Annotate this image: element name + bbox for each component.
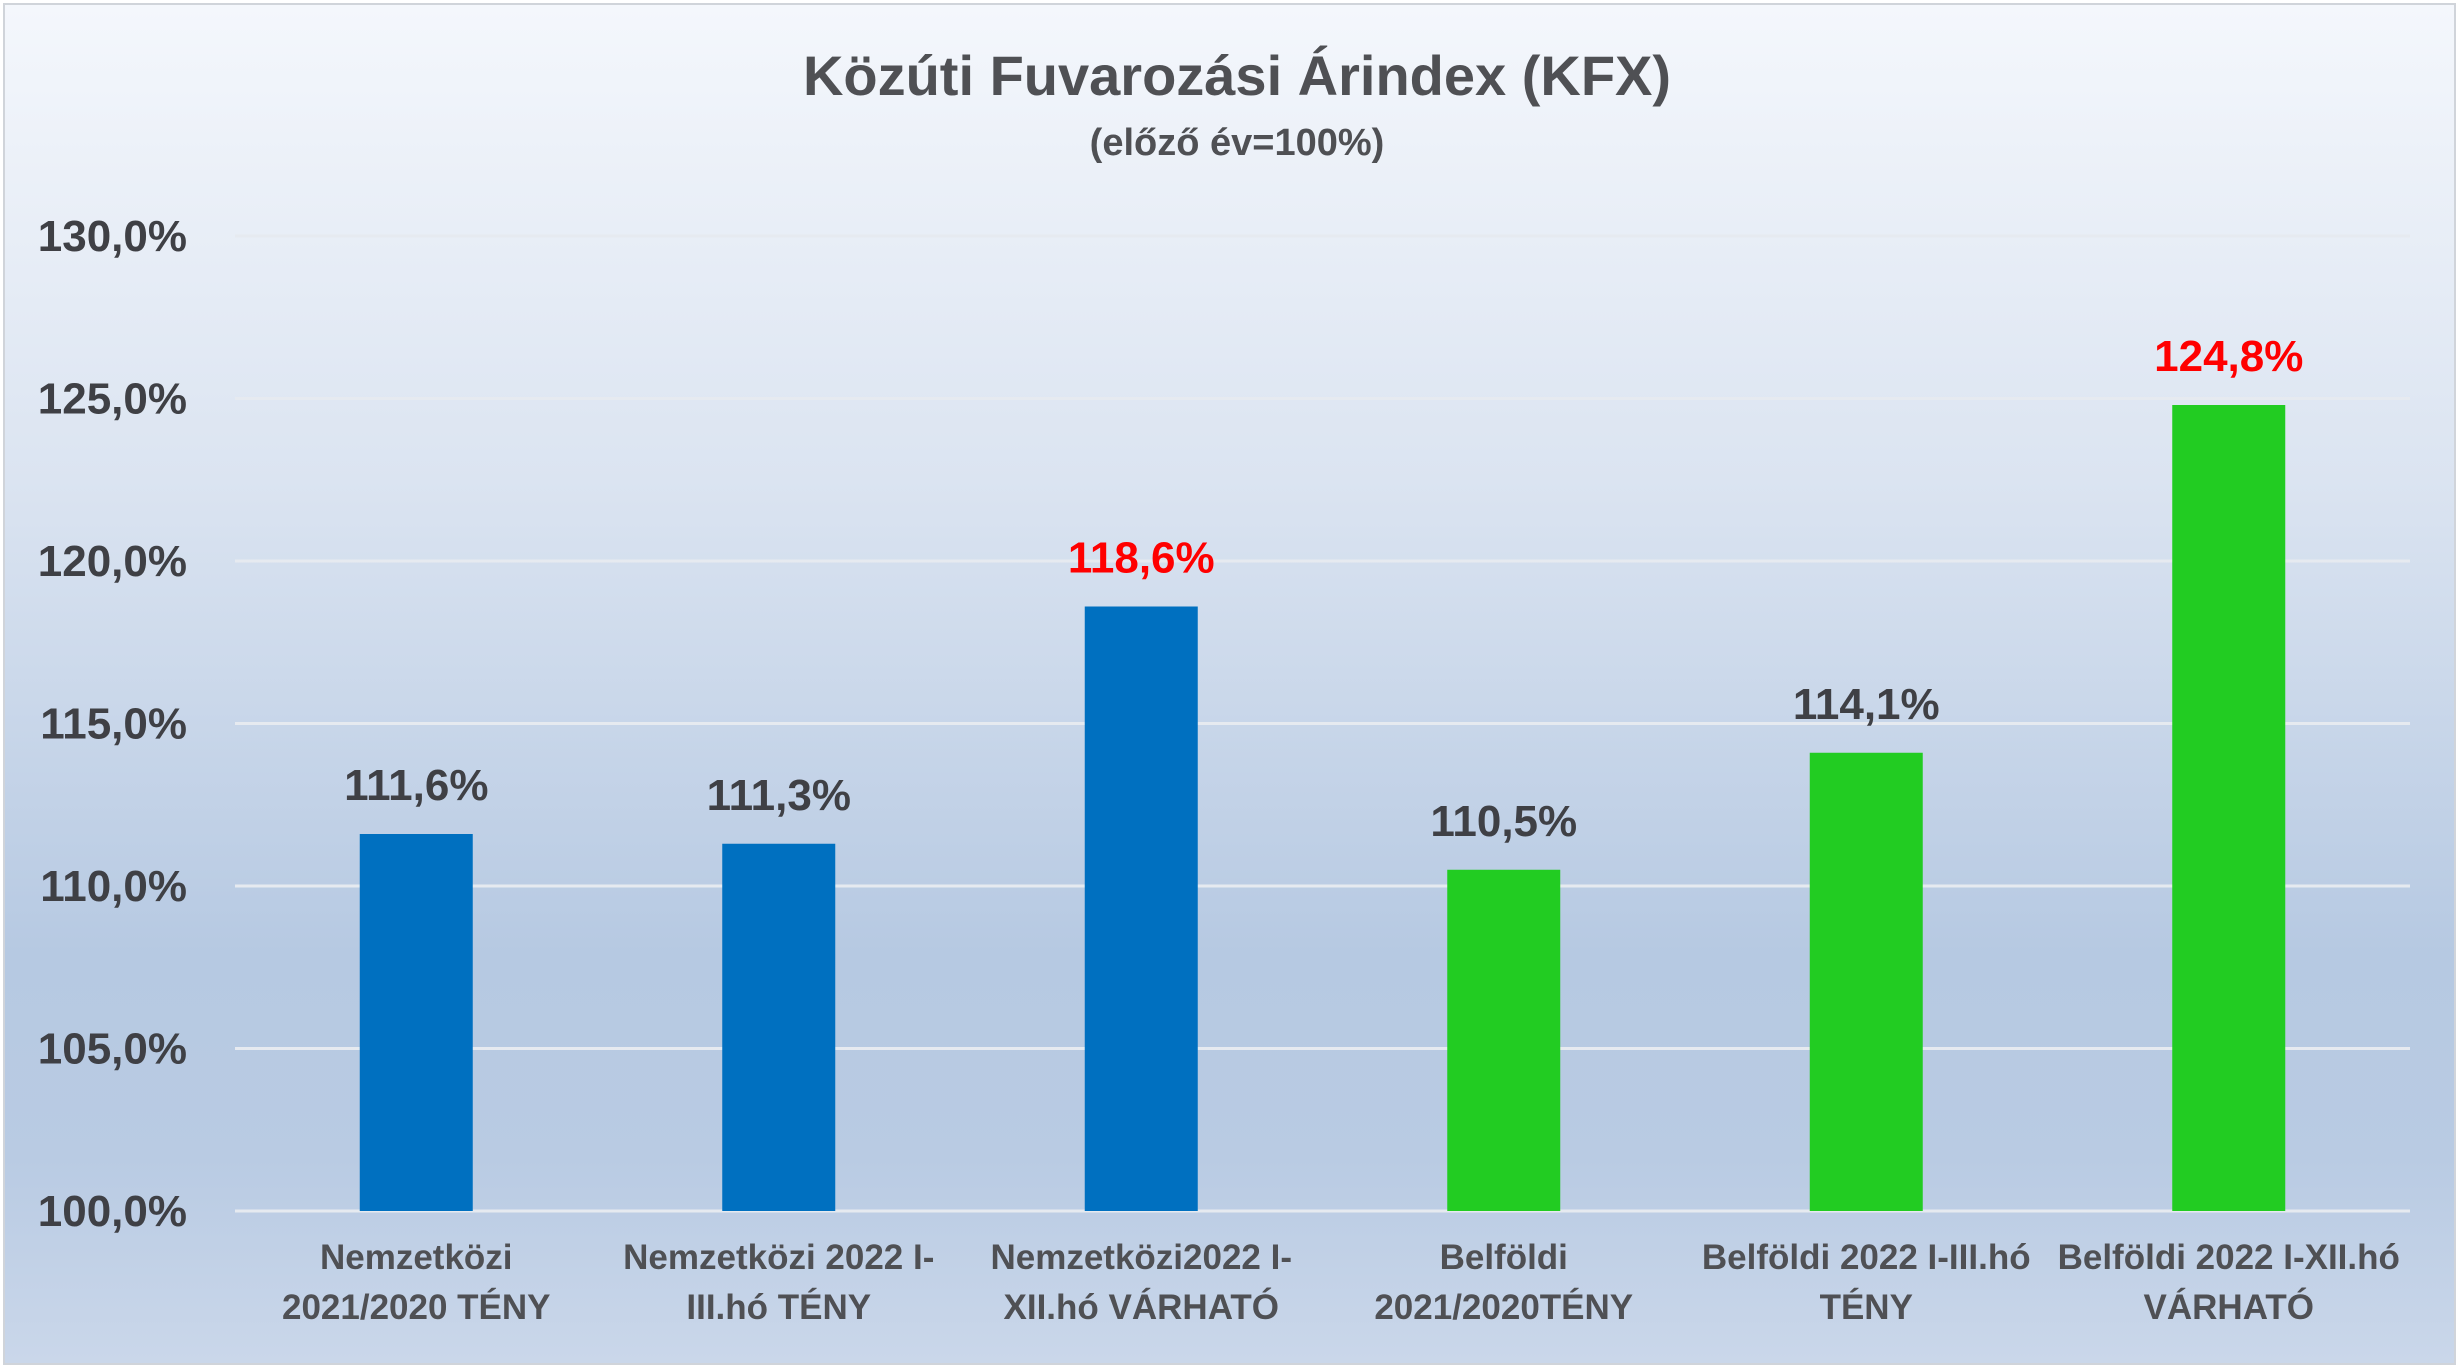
data-label: 118,6% xyxy=(1068,534,1215,583)
y-axis-ticks: 100,0% 105,0% 110,0% 115,0% 120,0% 125,0% 130,… xyxy=(38,212,187,1236)
y-tick-label: 130,0% xyxy=(38,212,187,261)
chart-subtitle: (előző év=100%) xyxy=(1090,122,1385,164)
data-label: 111,3% xyxy=(707,771,851,820)
y-tick-label: 100,0% xyxy=(38,1187,187,1236)
category-label: Nemzetközi2022 I- xyxy=(990,1238,1292,1277)
y-tick-label: 110,0% xyxy=(40,862,187,911)
y-tick-label: 105,0% xyxy=(38,1025,187,1074)
category-label: III.hó TÉNY xyxy=(686,1287,871,1327)
category-label: Belföldi xyxy=(1440,1238,1568,1277)
chart-svg: Közúti Fuvarozási Árindex (KFX) (előző é… xyxy=(38,44,2410,1327)
category-labels: Nemzetközi 2021/2020 TÉNY Nemzetközi 2022 … xyxy=(282,1238,2400,1327)
bar xyxy=(359,834,473,1211)
category-label: 2021/2020TÉNY xyxy=(1374,1287,1633,1327)
bar xyxy=(722,843,836,1211)
bar xyxy=(1447,869,1561,1211)
gridlines xyxy=(235,234,2410,1213)
category-label: TÉNY xyxy=(1820,1287,1913,1327)
chart-frame: Közúti Fuvarozási Árindex (KFX) (előző é… xyxy=(3,3,2456,1365)
category-label: XII.hó VÁRHATÓ xyxy=(1004,1287,1279,1327)
bars xyxy=(359,405,2286,1211)
data-label: 114,1% xyxy=(1793,680,1940,729)
category-label: Belföldi 2022 I-III.hó xyxy=(1702,1238,2031,1277)
category-label: Nemzetközi 2022 I- xyxy=(623,1238,934,1277)
category-label: Belföldi 2022 I-XII.hó xyxy=(2058,1238,2400,1277)
category-label: VÁRHATÓ xyxy=(2144,1287,2314,1327)
bar xyxy=(2172,405,2286,1211)
y-tick-label: 125,0% xyxy=(38,375,187,424)
bar xyxy=(1084,606,1198,1211)
data-labels: 111,6% 111,3% 118,6% 110,5% 114,1% 124,8% xyxy=(344,332,2303,846)
category-label: Nemzetközi xyxy=(320,1238,513,1277)
chart-title: Közúti Fuvarozási Árindex (KFX) xyxy=(803,44,1671,107)
data-label: 110,5% xyxy=(1430,797,1577,846)
data-label: 124,8% xyxy=(2154,332,2303,381)
category-label: 2021/2020 TÉNY xyxy=(282,1287,551,1327)
y-tick-label: 120,0% xyxy=(38,537,187,586)
bar xyxy=(1809,752,1923,1211)
y-tick-label: 115,0% xyxy=(40,700,187,749)
data-label: 111,6% xyxy=(344,761,488,810)
